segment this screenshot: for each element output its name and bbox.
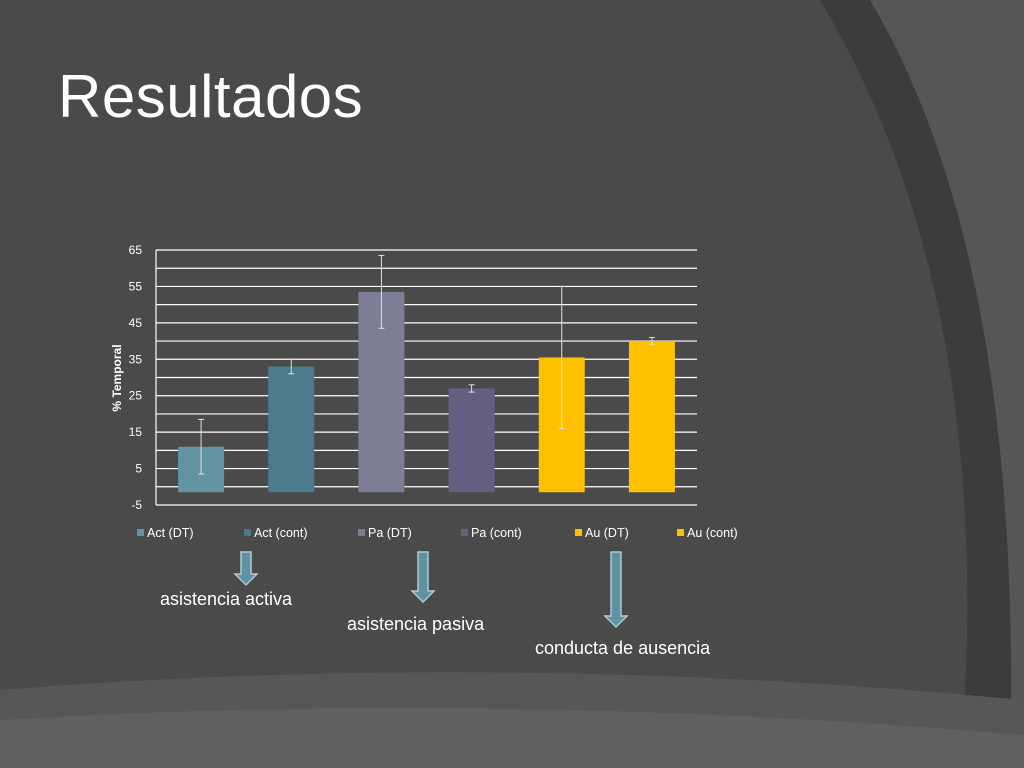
y-tick-label: 55 — [129, 279, 143, 293]
legend-item: Pa (cont) — [461, 526, 522, 540]
legend-item: Act (DT) — [137, 526, 194, 540]
y-tick-label: 35 — [129, 352, 143, 366]
bar — [448, 388, 495, 493]
slide-title: Resultados — [58, 63, 364, 130]
arrow-down-icon — [410, 551, 436, 603]
legend-item: Au (cont) — [677, 526, 738, 540]
y-tick-label: -5 — [131, 498, 142, 512]
y-tick-label: 5 — [135, 462, 142, 476]
arrow-down-icon — [603, 551, 629, 629]
arrow-down-icon — [233, 551, 259, 587]
legend-swatch — [461, 529, 468, 536]
legend-label: Au (DT) — [585, 526, 629, 540]
legend-swatch — [358, 529, 365, 536]
legend-item: Pa (DT) — [358, 526, 412, 540]
legend-label: Au (cont) — [687, 526, 738, 540]
y-tick-label: 45 — [129, 316, 143, 330]
legend-item: Au (DT) — [575, 526, 629, 540]
chart-bars — [178, 291, 675, 493]
bar — [628, 341, 675, 493]
chart-gridlines — [155, 249, 697, 506]
legend-swatch — [244, 529, 251, 536]
bar — [268, 366, 315, 493]
y-axis-ticks: -5 5 15 25 35 45 55 65 — [129, 243, 143, 512]
legend-label: Act (DT) — [147, 526, 194, 540]
legend-label: Pa (DT) — [368, 526, 412, 540]
y-axis-label: % Temporal — [110, 344, 124, 411]
y-tick-label: 25 — [129, 389, 143, 403]
y-tick-label: 65 — [129, 243, 143, 257]
legend-swatch — [137, 529, 144, 536]
chart-legend: Act (DT) Act (cont) Pa (DT) Pa (cont) Au (DT… — [137, 526, 738, 540]
chart-error-bars — [198, 254, 655, 475]
legend-item: Act (cont) — [244, 526, 308, 540]
legend-label: Pa (cont) — [471, 526, 522, 540]
annotation-asistencia-activa: asistencia activa — [160, 589, 293, 609]
legend-swatch — [575, 529, 582, 536]
legend-label: Act (cont) — [254, 526, 308, 540]
legend-swatch — [677, 529, 684, 536]
y-tick-label: 15 — [129, 425, 143, 439]
annotation-conducta-de-ausencia: conducta de ausencia — [535, 638, 711, 658]
annotation-asistencia-pasiva: asistencia pasiva — [347, 614, 485, 634]
